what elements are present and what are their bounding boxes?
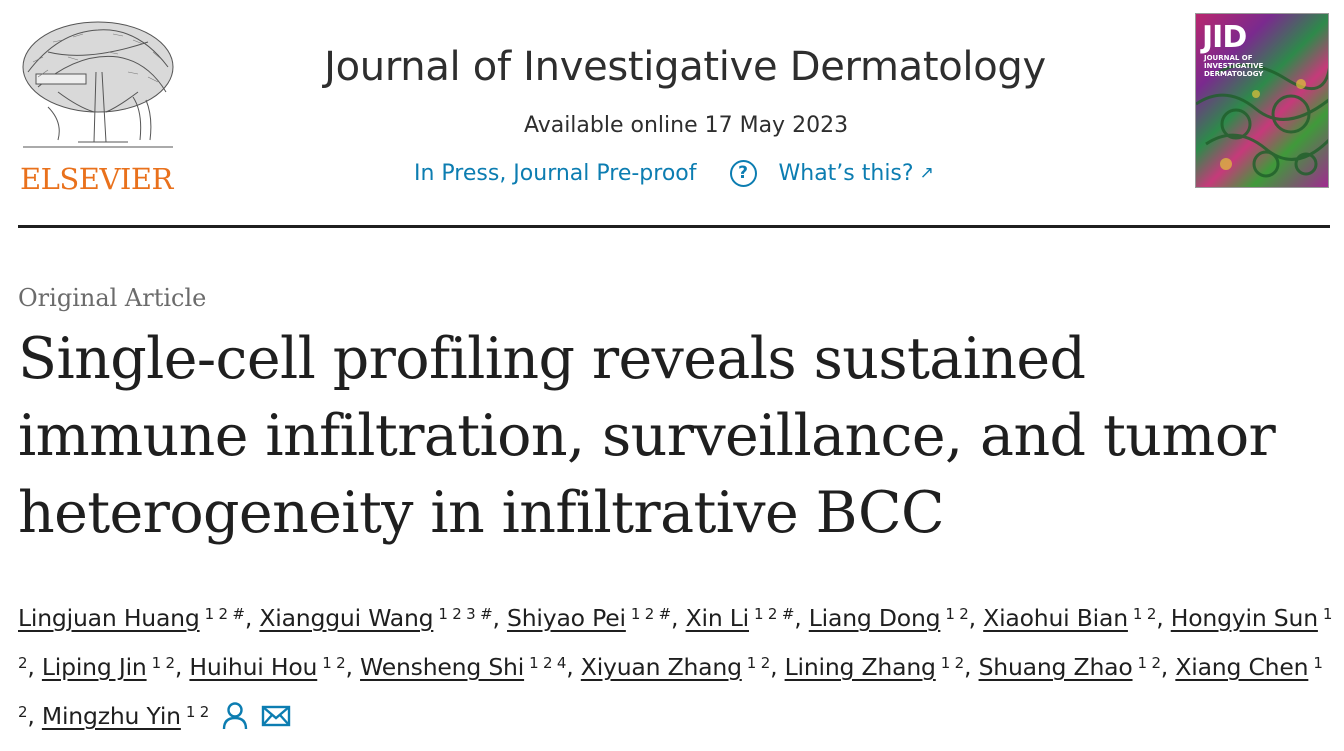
author-separator: , — [244, 604, 260, 632]
mail-icon[interactable] — [261, 704, 291, 728]
author-affiliation-sup[interactable]: 1 2 — [322, 654, 346, 672]
person-icon[interactable] — [221, 701, 249, 731]
whats-this-link[interactable]: What’s this? — [778, 160, 914, 186]
author-separator: , — [968, 604, 984, 632]
article-title: Single-cell profiling reveals sustained … — [18, 326, 1276, 546]
header-divider — [18, 225, 1330, 228]
author-separator: , — [770, 653, 785, 681]
author-list: Lingjuan Huang 1 2 #, Xianggui Wang 1 2 3 … — [18, 594, 1338, 741]
author-entry: Shuang Zhao 1 2 — [979, 653, 1161, 681]
author-entry: Xiyuan Zhang 1 2 — [581, 653, 770, 681]
author-separator: , — [964, 653, 979, 681]
author-entry: Liang Dong 1 2 — [809, 604, 969, 632]
author-name-link[interactable]: Xiang Chen — [1175, 653, 1309, 681]
author-entry: Huihui Hou 1 2 — [189, 653, 345, 681]
page-header: ELSEVIER Journal of Investigative Dermat… — [0, 0, 1344, 230]
author-separator: , — [492, 604, 508, 632]
author-entry: Lining Zhang 1 2 — [784, 653, 965, 681]
author-name-link[interactable]: Lining Zhang — [784, 653, 936, 681]
author-name-link[interactable]: Xianggui Wang — [259, 604, 434, 632]
author-separator: , — [794, 604, 809, 632]
cover-acronym: JID — [1202, 20, 1247, 55]
author-entry: Hongyin Sun 1 2 — [18, 604, 1332, 681]
author-affiliation-sup[interactable]: 1 2 — [945, 605, 969, 623]
author-entry: Xin Li 1 2 # — [686, 604, 795, 632]
author-entry: Lingjuan Huang 1 2 # — [18, 604, 245, 632]
author-entry: Xianggui Wang 1 2 3 # — [259, 604, 492, 632]
author-affiliation-sup[interactable]: 1 2 — [746, 654, 771, 672]
author-entry: Xiaohui Bian 1 2 — [983, 604, 1156, 632]
in-press-link[interactable]: In Press, Journal Pre-proof — [414, 160, 697, 186]
author-separator: , — [1156, 604, 1171, 632]
article-type: Original Article — [18, 284, 207, 312]
author-name-link[interactable]: Xiyuan Zhang — [580, 653, 742, 681]
author-name-link[interactable]: Xin Li — [685, 604, 750, 632]
author-affiliation-sup[interactable]: 1 2 3 # — [438, 605, 493, 623]
author-name-link[interactable]: Shuang Zhao — [978, 653, 1133, 681]
author-name-link[interactable]: Liping Jin — [41, 653, 147, 681]
author-name-link[interactable]: Huihui Hou — [189, 653, 318, 681]
author-affiliation-sup[interactable]: 1 2 — [18, 654, 1323, 721]
author-name-link[interactable]: Hongyin Sun — [1170, 604, 1318, 632]
availability-date: Available online 17 May 2023 — [523, 113, 849, 138]
author-name-link[interactable]: Mingzhu Yin — [41, 702, 181, 730]
journal-title[interactable]: Journal of Investigative Dermatology — [324, 44, 1046, 90]
author-affiliation-sup[interactable]: 1 2 — [1137, 654, 1161, 672]
external-link-icon: ↗ — [919, 163, 934, 183]
author-separator: , — [566, 653, 581, 681]
author-name-link[interactable]: Xiaohui Bian — [983, 604, 1128, 632]
tree-emblem-icon — [22, 21, 174, 148]
author-name-link[interactable]: Liang Dong — [808, 604, 941, 632]
author-affiliation-sup[interactable]: 1 2 — [18, 605, 1333, 672]
author-name-link[interactable]: Shiyao Pei — [507, 604, 626, 632]
author-affiliation-sup[interactable]: 1 2 — [185, 703, 210, 721]
author-separator: , — [345, 653, 361, 681]
author-affiliation-sup[interactable]: 1 2 4 — [529, 654, 567, 672]
question-circle-icon[interactable]: ? — [729, 159, 757, 187]
author-entry: Shiyao Pei 1 2 # — [507, 604, 671, 632]
cover-pattern-icon — [1196, 63, 1328, 178]
author-separator: , — [1160, 653, 1176, 681]
author-separator: , — [27, 702, 42, 730]
author-affiliation-sup[interactable]: 1 2 # — [630, 605, 672, 623]
author-affiliation-sup[interactable]: 1 2 # — [204, 605, 245, 623]
author-entry: Mingzhu Yin 1 2 — [42, 702, 209, 730]
author-entry: Liping Jin 1 2 — [42, 653, 175, 681]
author-name-link[interactable]: Lingjuan Huang — [18, 604, 200, 632]
author-separator: , — [27, 653, 42, 681]
author-affiliation-sup[interactable]: 1 2 # — [754, 605, 795, 623]
journal-cover-thumbnail[interactable]: JID JOURNAL OF INVESTIGATIVE DERMATOLOGY — [1195, 13, 1329, 188]
status-row: In Press, Journal Pre-proof ? What’s thi… — [414, 156, 934, 190]
author-entry: Xiang Chen 1 2 — [18, 653, 1323, 730]
author-affiliation-sup[interactable]: 1 2 — [940, 654, 965, 672]
author-affiliation-sup[interactable]: 1 2 — [1132, 605, 1157, 623]
cover-subtitle: JOURNAL OF INVESTIGATIVE DERMATOLOGY — [1204, 54, 1264, 78]
author-separator: , — [671, 604, 686, 632]
author-separator: , — [174, 653, 190, 681]
elsevier-logo[interactable]: ELSEVIER — [18, 12, 180, 196]
author-affiliation-sup[interactable]: 1 2 — [151, 654, 175, 672]
author-name-link[interactable]: Wensheng Shi — [360, 653, 525, 681]
publisher-name: ELSEVIER — [20, 162, 173, 196]
author-entry: Wensheng Shi 1 2 4 — [360, 653, 566, 681]
